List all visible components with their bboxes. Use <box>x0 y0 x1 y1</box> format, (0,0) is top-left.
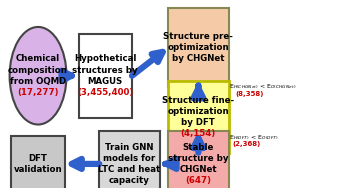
Text: (17,277): (17,277) <box>17 88 59 97</box>
Text: (647): (647) <box>185 176 211 185</box>
Text: by CHGNet: by CHGNet <box>172 54 225 63</box>
Text: Structure pre-: Structure pre- <box>163 32 233 41</box>
Text: E$_{H(DFT)}$ < E$_{O(DFT)}$: E$_{H(DFT)}$ < E$_{O(DFT)}$ <box>229 134 279 142</box>
FancyBboxPatch shape <box>99 131 159 189</box>
Ellipse shape <box>10 27 67 125</box>
Text: E$_{H(CHGNet)}$ < E$_{O(CHGNet)}$: E$_{H(CHGNet)}$ < E$_{O(CHGNet)}$ <box>229 83 297 91</box>
FancyBboxPatch shape <box>168 131 229 189</box>
Text: capacity: capacity <box>109 176 150 185</box>
Text: optimization: optimization <box>168 43 229 52</box>
Text: Hypothetical: Hypothetical <box>74 54 136 63</box>
Text: (2,368): (2,368) <box>232 141 261 147</box>
Text: structures by: structures by <box>73 66 138 75</box>
Text: (8,358): (8,358) <box>236 91 264 97</box>
Text: from OQMD: from OQMD <box>10 77 66 86</box>
Text: structure by: structure by <box>168 154 229 163</box>
Text: MAGUS: MAGUS <box>88 77 123 86</box>
Text: optimization: optimization <box>168 107 229 116</box>
Text: (3,455,400): (3,455,400) <box>77 88 133 97</box>
FancyBboxPatch shape <box>11 136 65 189</box>
Text: Structure fine-: Structure fine- <box>162 96 235 105</box>
Text: Chemical: Chemical <box>16 54 60 63</box>
FancyBboxPatch shape <box>79 33 132 118</box>
Text: LTC and heat: LTC and heat <box>98 165 161 174</box>
Text: models for: models for <box>103 154 156 163</box>
Text: (4,154): (4,154) <box>181 129 216 138</box>
Text: by DFT: by DFT <box>181 118 215 127</box>
Text: validation: validation <box>14 165 62 174</box>
Text: CHGNet: CHGNet <box>179 165 217 174</box>
Text: DFT: DFT <box>29 154 47 163</box>
FancyBboxPatch shape <box>168 8 229 87</box>
Text: Stable: Stable <box>183 143 214 152</box>
Text: composition: composition <box>8 66 68 75</box>
Text: Train GNN: Train GNN <box>105 143 154 152</box>
FancyBboxPatch shape <box>168 81 229 153</box>
